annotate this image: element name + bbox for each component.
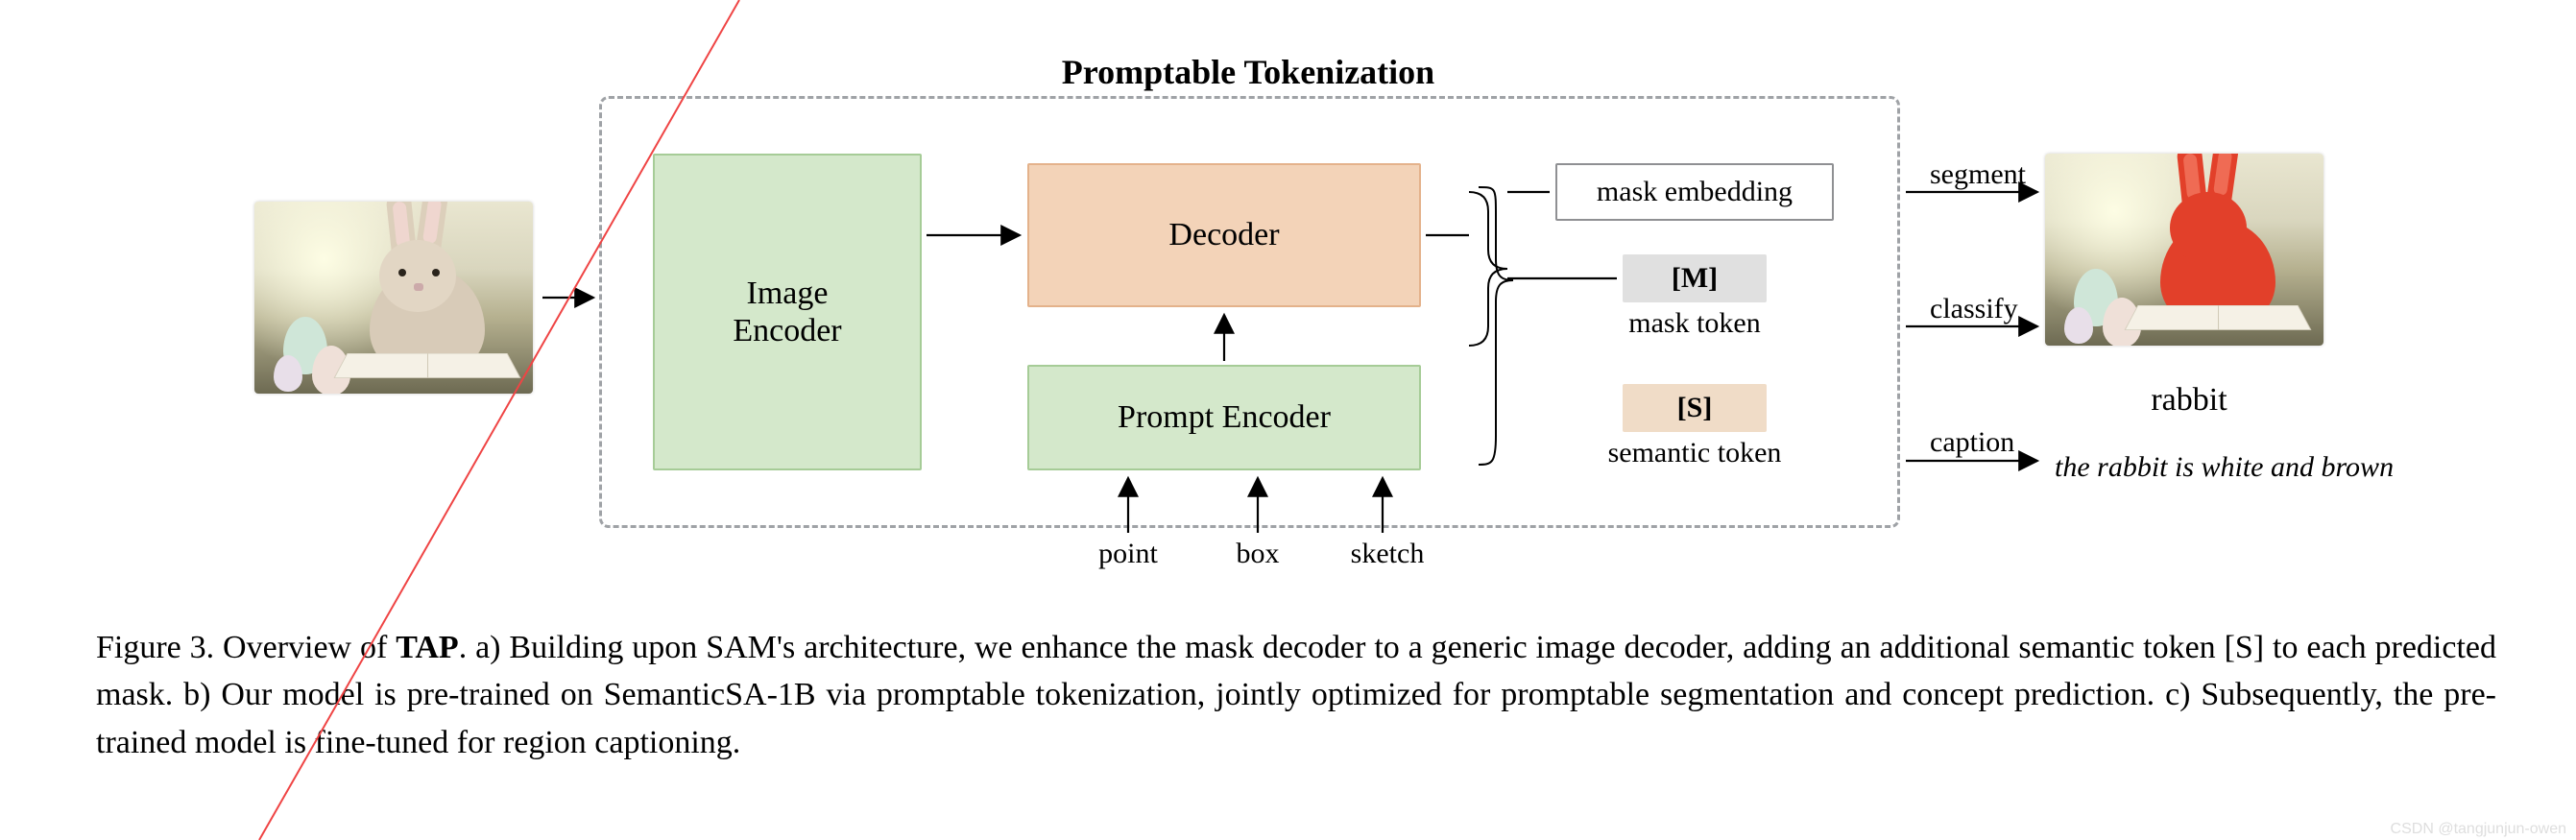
watermark: CSDN @tangjunjun-owen (2391, 821, 2566, 838)
caption-prefix: Figure 3. Overview of (96, 630, 396, 665)
diagram-canvas: Promptable Tokenization Image Encoder De… (0, 0, 2576, 840)
caption-bold: TAP (396, 630, 458, 665)
figure-caption: Figure 3. Overview of TAP. a) Building u… (96, 624, 2496, 766)
